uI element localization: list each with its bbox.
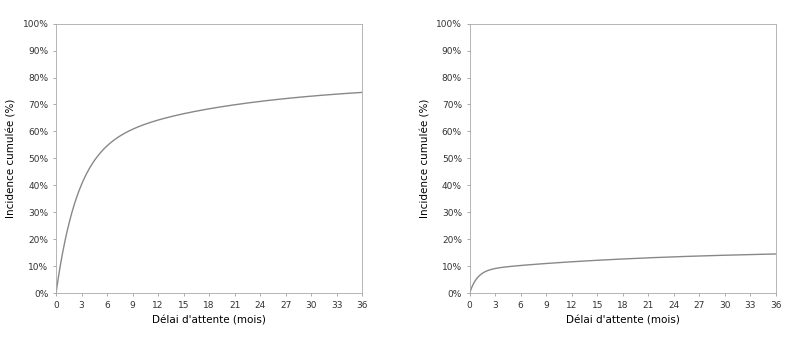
X-axis label: Délai d'attente (mois): Délai d'attente (mois): [566, 315, 680, 326]
Y-axis label: Incidence cumulée (%): Incidence cumulée (%): [7, 99, 17, 218]
X-axis label: Délai d'attente (mois): Délai d'attente (mois): [152, 315, 266, 326]
Y-axis label: Incidence cumulée (%): Incidence cumulée (%): [421, 99, 430, 218]
